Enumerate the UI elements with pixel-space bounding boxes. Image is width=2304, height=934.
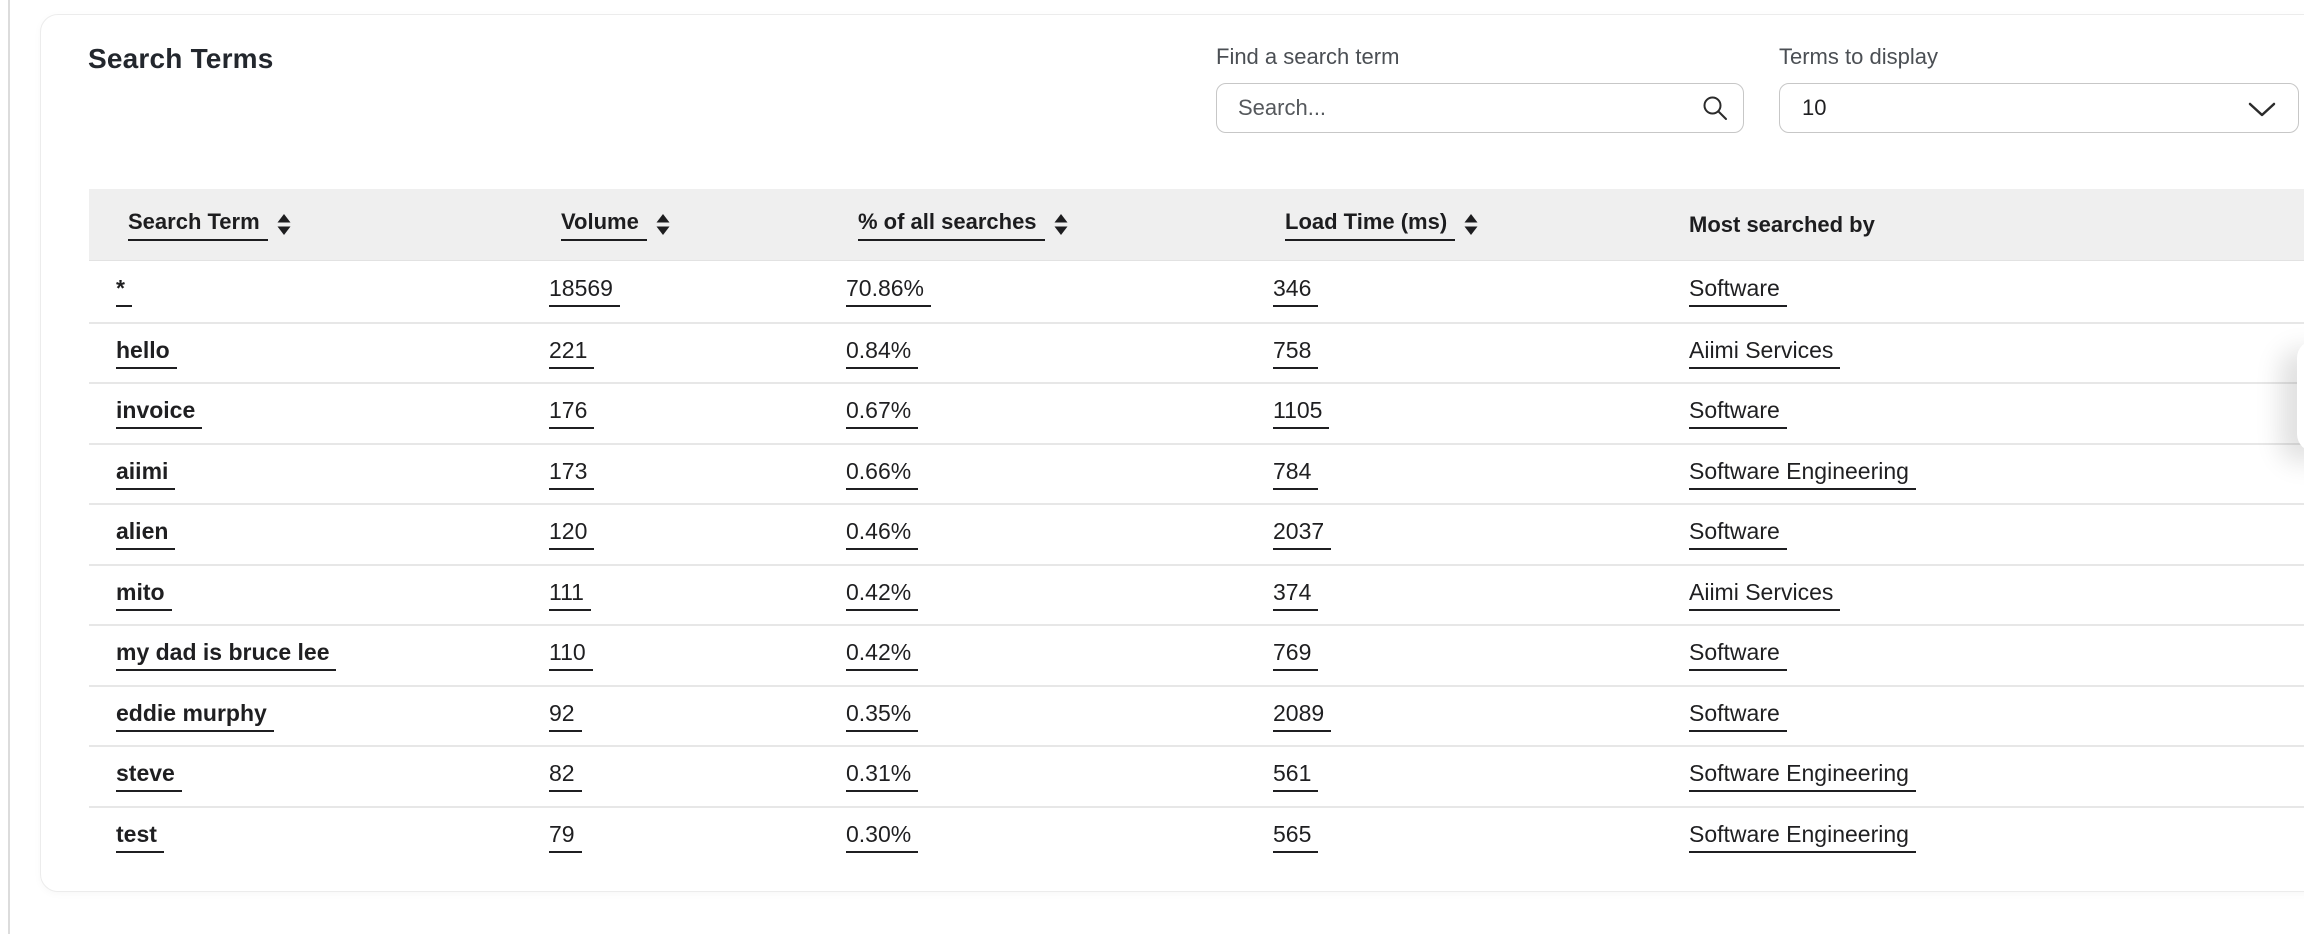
- pct-of-searches-link[interactable]: 0.84%: [846, 337, 919, 369]
- sort-icon[interactable]: [1464, 214, 1478, 235]
- load-time-link[interactable]: 565: [1273, 821, 1319, 853]
- sort-icon[interactable]: [277, 214, 291, 235]
- terms-to-display-label: Terms to display: [1779, 44, 1938, 69]
- column-header[interactable]: % of all searches: [819, 189, 1246, 260]
- volume-link[interactable]: 79: [549, 821, 582, 853]
- volume-link[interactable]: 92: [549, 700, 582, 732]
- volume-link[interactable]: 111: [549, 579, 591, 611]
- search-term-link[interactable]: aiimi: [116, 458, 176, 490]
- most-searched-by-link[interactable]: Software: [1689, 275, 1787, 308]
- right-edge-shadow: [2297, 340, 2304, 452]
- table-row: eddie murphy 92 0.35% 2089 Software: [89, 684, 2304, 746]
- search-term-link[interactable]: my dad is bruce lee: [116, 639, 337, 672]
- volume-link[interactable]: 82: [549, 760, 582, 793]
- search-field-wrapper: [1216, 83, 1744, 133]
- search-icon[interactable]: [1702, 95, 1728, 121]
- column-header[interactable]: Volume: [522, 189, 819, 260]
- table-body: * 18569 70.86% 346 Software hello 221 0.…: [89, 261, 2304, 866]
- pct-of-searches-link[interactable]: 70.86%: [846, 275, 932, 308]
- most-searched-by-link[interactable]: Software Engineering: [1689, 760, 1916, 793]
- search-term-link[interactable]: mito: [116, 579, 172, 611]
- search-label: Find a search term: [1216, 44, 1400, 69]
- column-header[interactable]: Load Time (ms): [1246, 189, 1662, 260]
- table-row: alien 120 0.46% 2037 Software: [89, 503, 2304, 564]
- volume-link[interactable]: 173: [549, 458, 595, 490]
- search-term-link[interactable]: *: [116, 275, 132, 308]
- pct-of-searches-link[interactable]: 0.46%: [846, 518, 919, 551]
- volume-link[interactable]: 18569: [549, 275, 620, 308]
- load-time-link[interactable]: 2089: [1273, 700, 1332, 732]
- volume-link[interactable]: 221: [549, 337, 595, 369]
- most-searched-by-link[interactable]: Aiimi Services: [1689, 337, 1841, 369]
- load-time-link[interactable]: 2037: [1273, 518, 1332, 551]
- column-header[interactable]: Search Term: [89, 189, 522, 260]
- table-row: mito 111 0.42% 374 Aiimi Services: [89, 563, 2304, 625]
- terms-to-display-select[interactable]: 10: [1779, 83, 2299, 133]
- page-title: Search Terms: [88, 43, 274, 74]
- volume-link[interactable]: 176: [549, 397, 595, 430]
- column-header-label: Search Term: [128, 209, 268, 241]
- column-header-label: Most searched by: [1689, 211, 1875, 237]
- table-row: * 18569 70.86% 346 Software: [89, 261, 2304, 322]
- load-time-link[interactable]: 769: [1273, 639, 1319, 672]
- table-header-row: Search Term Volume % of all searches Loa…: [89, 189, 2304, 261]
- pct-of-searches-link[interactable]: 0.31%: [846, 760, 919, 793]
- pct-of-searches-link[interactable]: 0.42%: [846, 579, 919, 611]
- pct-of-searches-link[interactable]: 0.42%: [846, 639, 919, 672]
- pct-of-searches-link[interactable]: 0.35%: [846, 700, 919, 732]
- most-searched-by-link[interactable]: Software Engineering: [1689, 458, 1916, 490]
- search-term-link[interactable]: alien: [116, 518, 176, 551]
- table-row: test 79 0.30% 565 Software Engineering: [89, 805, 2304, 867]
- load-time-link[interactable]: 758: [1273, 337, 1319, 369]
- search-term-link[interactable]: hello: [116, 337, 177, 369]
- pct-of-searches-link[interactable]: 0.67%: [846, 397, 919, 430]
- pct-of-searches-link[interactable]: 0.30%: [846, 821, 919, 853]
- table-row: my dad is bruce lee 110 0.42% 769 Softwa…: [89, 624, 2304, 685]
- search-terms-table: Search Term Volume % of all searches Loa…: [89, 189, 2304, 866]
- most-searched-by-link[interactable]: Aiimi Services: [1689, 579, 1841, 611]
- most-searched-by-link[interactable]: Software: [1689, 397, 1787, 430]
- table-row: aiimi 173 0.66% 784 Software Engineering: [89, 442, 2304, 504]
- search-term-link[interactable]: eddie murphy: [116, 700, 274, 732]
- load-time-link[interactable]: 561: [1273, 760, 1319, 793]
- sort-icon[interactable]: [1054, 214, 1068, 235]
- column-header-label: Load Time (ms): [1285, 209, 1456, 241]
- search-term-link[interactable]: test: [116, 821, 164, 853]
- search-input[interactable]: [1216, 83, 1744, 133]
- most-searched-by-link[interactable]: Software: [1689, 518, 1787, 551]
- column-header: Most searched by: [1662, 189, 2304, 260]
- search-terms-card: Search Terms Find a search term Terms to…: [40, 14, 2304, 892]
- load-time-link[interactable]: 784: [1273, 458, 1319, 490]
- load-time-link[interactable]: 374: [1273, 579, 1319, 611]
- page-left-divider: [8, 0, 10, 934]
- chevron-down-icon: [2248, 102, 2276, 117]
- volume-link[interactable]: 110: [549, 639, 593, 672]
- table-row: invoice 176 0.67% 1105 Software: [89, 382, 2304, 443]
- most-searched-by-link[interactable]: Software: [1689, 700, 1787, 732]
- terms-to-display-value: 10: [1802, 95, 1827, 120]
- table-row: hello 221 0.84% 758 Aiimi Services: [89, 321, 2304, 383]
- column-header-label: Volume: [561, 209, 647, 241]
- load-time-link[interactable]: 346: [1273, 275, 1319, 308]
- most-searched-by-link[interactable]: Software: [1689, 639, 1787, 672]
- search-term-link[interactable]: invoice: [116, 397, 203, 430]
- pct-of-searches-link[interactable]: 0.66%: [846, 458, 919, 490]
- load-time-link[interactable]: 1105: [1273, 397, 1330, 430]
- volume-link[interactable]: 120: [549, 518, 595, 551]
- column-header-label: % of all searches: [858, 209, 1045, 241]
- table-row: steve 82 0.31% 561 Software Engineering: [89, 745, 2304, 806]
- most-searched-by-link[interactable]: Software Engineering: [1689, 821, 1916, 853]
- sort-icon[interactable]: [656, 214, 670, 235]
- search-term-link[interactable]: steve: [116, 760, 182, 793]
